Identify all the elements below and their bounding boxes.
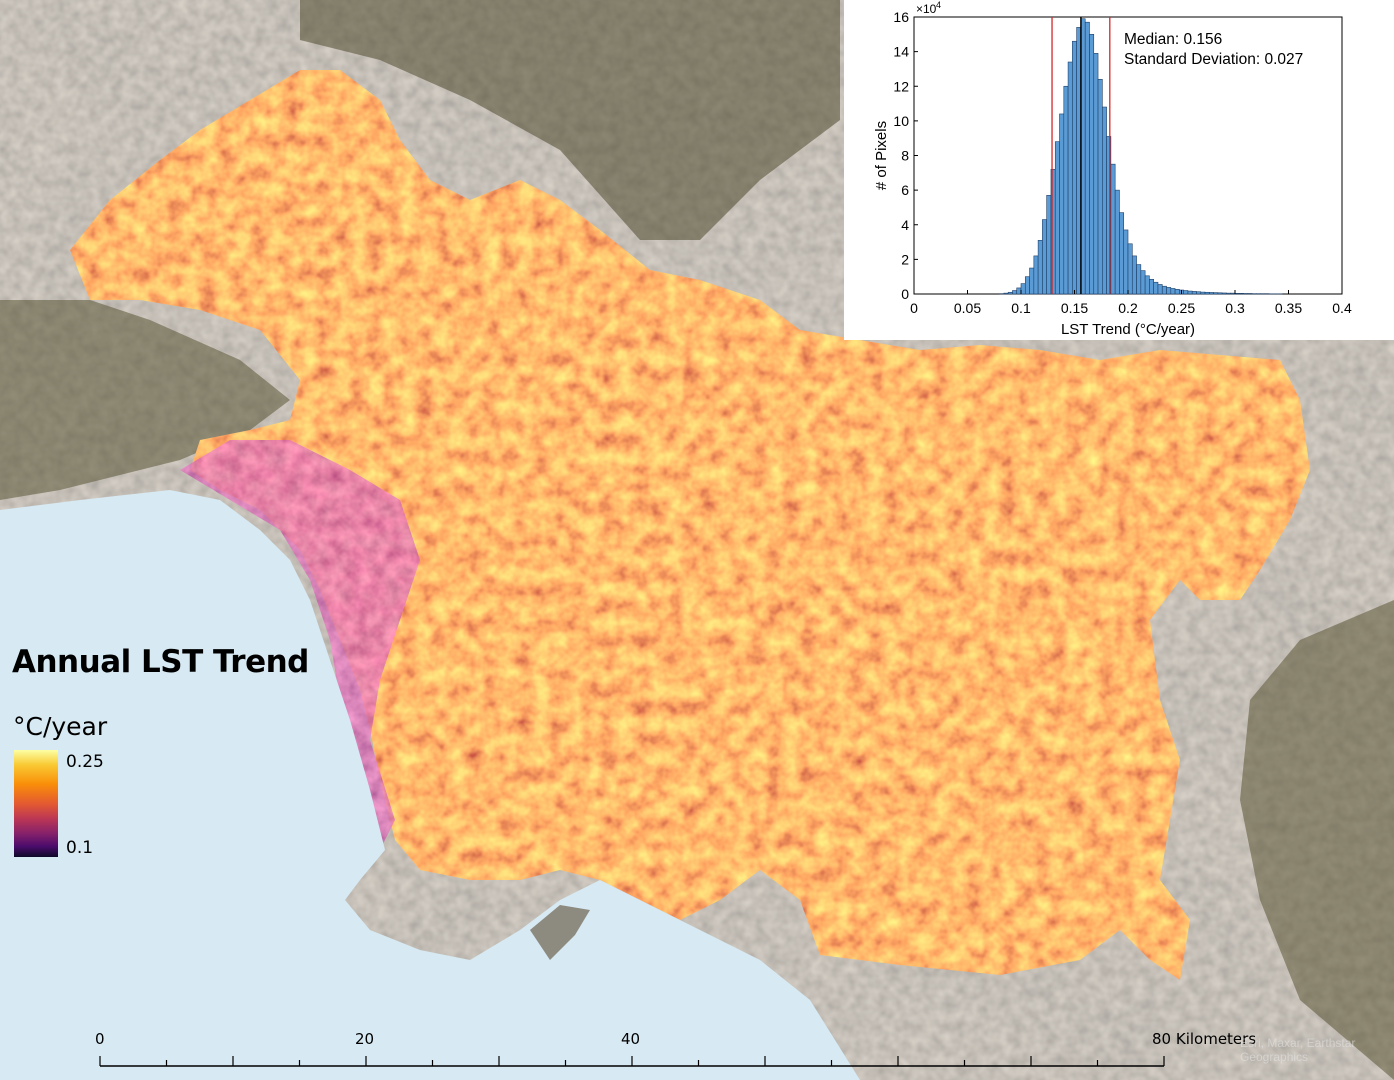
y-exponent: ×10: [916, 2, 937, 16]
y-tick-label: 8: [901, 148, 909, 164]
x-tick-label: 0.4: [1332, 300, 1352, 316]
y-tick-label: 16: [893, 9, 909, 25]
legend-max-label: 0.25: [66, 752, 104, 772]
x-tick-label: 0.05: [954, 300, 981, 316]
y-tick-label: 10: [893, 113, 909, 129]
legend-color-ramp: [14, 750, 58, 857]
ocean: [0, 490, 860, 1080]
y-tick-label: 2: [901, 251, 909, 267]
y-tick-label: 4: [901, 217, 909, 233]
x-axis-label: LST Trend (°C/year): [1061, 321, 1195, 338]
x-tick-label: 0.25: [1168, 300, 1195, 316]
legend-min-label: 0.1: [66, 838, 94, 858]
y-axis-label: # of Pixels: [873, 121, 890, 190]
scale-label-0: 0: [95, 1030, 105, 1048]
scale-label-40: 40: [621, 1030, 641, 1048]
y-tick-label: 14: [893, 44, 909, 60]
histogram-inset: 0 0.05 0.1 0.15 0.2 0.25 0.3 0.35 0.4 0 2 4 6 8 10 12 14…: [844, 0, 1394, 340]
y-tick-label: 6: [901, 182, 909, 198]
x-tick-label: 0.2: [1118, 300, 1138, 316]
median-label: Median: 0.156: [1124, 31, 1223, 48]
x-tick-label: 0.15: [1061, 300, 1088, 316]
histogram-chart: 0 0.05 0.1 0.15 0.2 0.25 0.3 0.35 0.4 0 2 4 6 8 10 12 14…: [873, 0, 1352, 338]
x-tick-label: 0.1: [1011, 300, 1031, 316]
x-tick-label: 0.3: [1225, 300, 1245, 316]
y-tick-label: 12: [893, 78, 909, 94]
attribution: Esri, Maxar, Earthstar Geographics: [1240, 1036, 1356, 1064]
x-tick-label: 0: [910, 300, 918, 316]
scale-label-20: 20: [355, 1030, 375, 1048]
scale-label-80: 80 Kilometers: [1152, 1030, 1257, 1048]
legend-title: Annual LST Trend: [12, 644, 309, 680]
y-tick-label: 0: [901, 286, 909, 302]
x-tick-label: 0.35: [1275, 300, 1302, 316]
std-label: Standard Deviation: 0.027: [1124, 51, 1304, 68]
legend-unit: °C/year: [13, 712, 108, 741]
y-exponent-power: 4: [936, 0, 941, 10]
